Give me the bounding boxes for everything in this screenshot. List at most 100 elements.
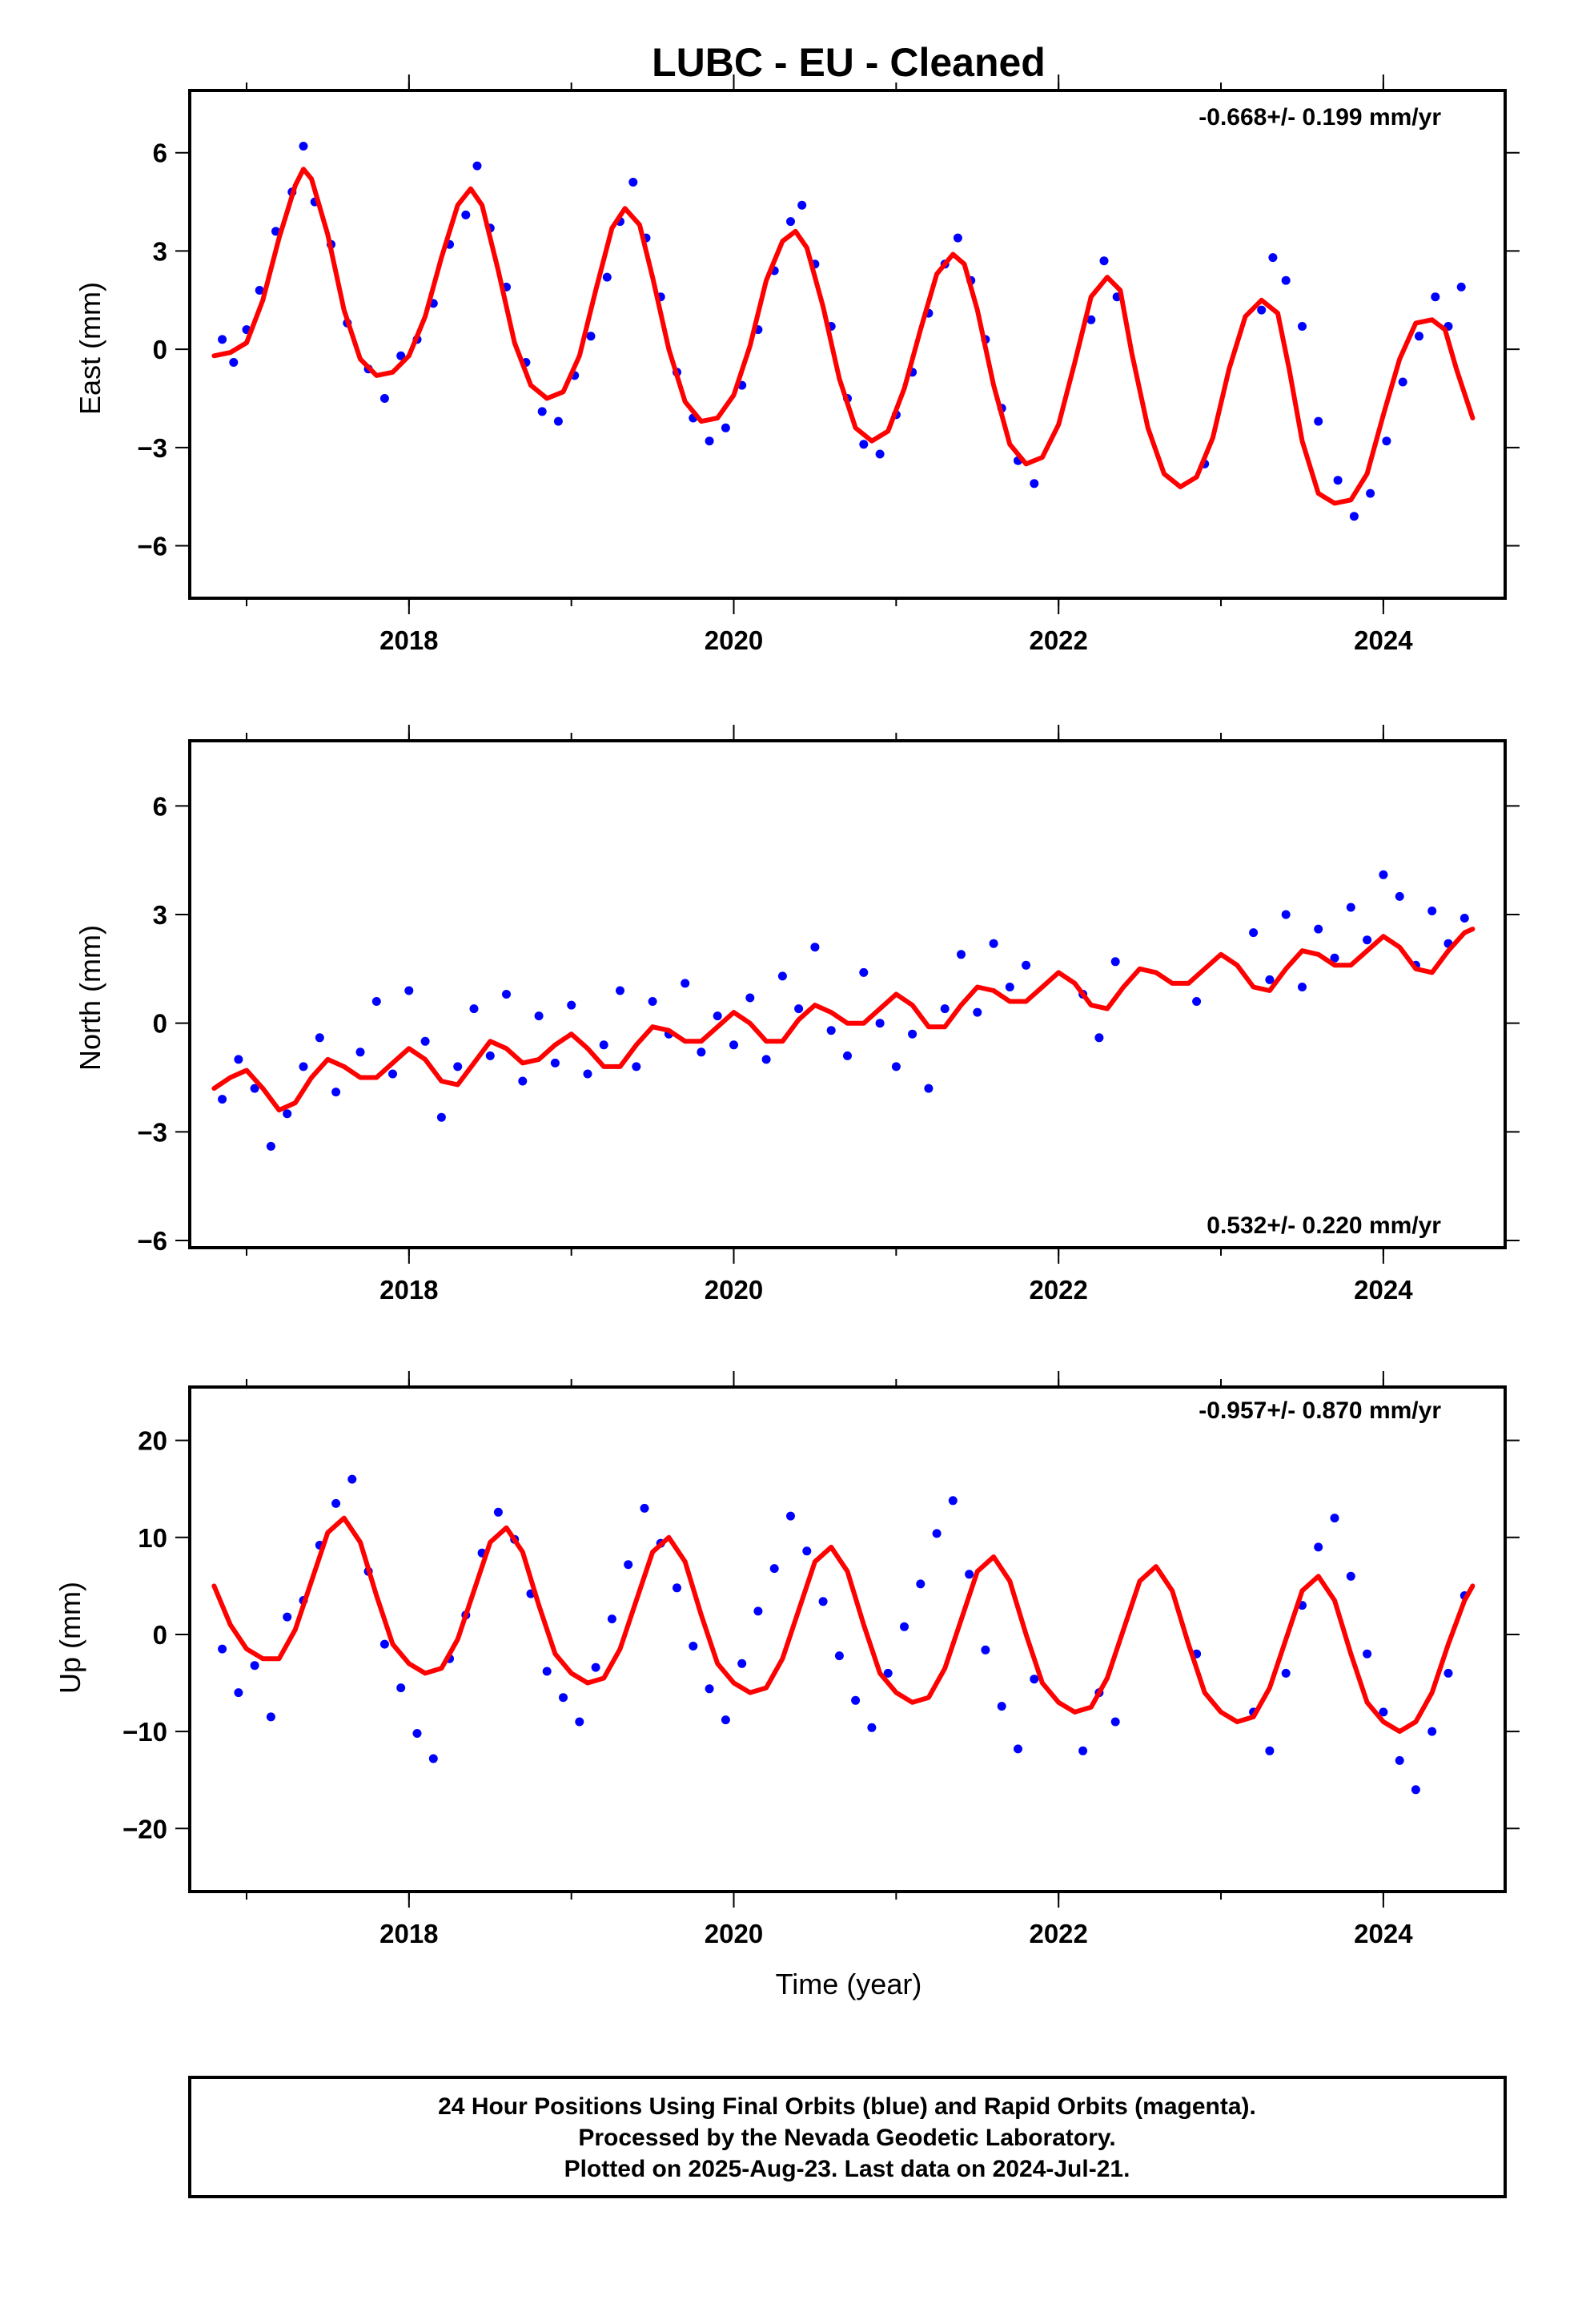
y-tick-label: 20 [138,1426,167,1456]
observation-point [721,1715,730,1725]
observation-point [1379,870,1388,879]
observation-point [591,1663,600,1672]
observation-point [786,1511,795,1521]
north-y-axis-label: North (mm) [74,925,106,1071]
observation-point [1298,322,1307,331]
observation-point [1460,914,1469,923]
observation-point [1265,1746,1275,1755]
observation-point [1431,292,1440,302]
observation-point [794,1004,804,1014]
observation-point [1110,1717,1120,1727]
observation-point [843,1051,852,1060]
observation-point [777,971,787,981]
observation-point [916,1579,926,1589]
observation-point [900,1622,909,1631]
observation-point [1415,332,1423,341]
observation-point [250,1661,259,1671]
observation-point [705,436,714,446]
observation-point [1078,1746,1088,1755]
observation-point [1268,253,1278,263]
observation-point [396,1683,406,1693]
observation-point [810,943,820,952]
observation-point [1395,891,1404,901]
observation-point [1281,1668,1291,1678]
observation-point [493,1507,503,1517]
observation-point [1427,1727,1437,1736]
observation-point [420,1036,430,1046]
observation-point [218,1095,227,1104]
observation-point [883,1668,893,1678]
observation-point [851,1695,861,1705]
observation-point [1014,1744,1022,1754]
y-tick-label: 0 [153,1009,167,1039]
x-tick-label: 2020 [705,625,763,655]
y-tick-label: −20 [122,1814,167,1844]
y-tick-label: 0 [153,1620,167,1650]
observation-point [753,1606,763,1616]
observation-point [542,1667,552,1676]
x-tick-label: 2022 [1029,625,1087,655]
observation-point [981,1645,990,1655]
observation-point [761,1055,771,1064]
observation-point [331,1088,341,1097]
observation-point [1330,1514,1339,1523]
observation-point [802,1546,812,1556]
observation-point [1281,910,1291,919]
observation-point [997,1702,1006,1711]
observation-point [826,1026,836,1035]
observation-point [818,1597,828,1606]
observation-point [697,1047,706,1057]
observation-point [628,178,638,187]
footer-box: 24 Hour Positions Using Final Orbits (bl… [188,2076,1507,2198]
footer-line-3: Plotted on 2025-Aug-23. Last data on 202… [564,2156,1130,2182]
observation-point [1333,476,1343,485]
x-tick-label: 2018 [379,1919,438,1948]
observation-point [266,1141,275,1151]
observation-point [632,1062,641,1072]
observation-point [583,1069,592,1079]
observation-point [1363,935,1372,945]
observation-point [404,986,414,995]
observation-point [1298,983,1307,991]
observation-point [250,1084,259,1093]
observation-point [331,1498,341,1508]
observation-point [1427,907,1437,915]
observation-point [1314,924,1323,934]
observation-point [461,210,471,219]
observation-point [1382,436,1391,446]
observation-point [1443,1668,1453,1678]
figure-title: LUBC - EU - Cleaned [652,40,1046,85]
east-y-axis-label: East (mm) [74,282,106,415]
observation-point [1192,997,1202,1006]
observation-point [689,1642,698,1651]
up-rate-text: -0.957+/- 0.870 mm/yr [1199,1397,1441,1424]
observation-point [1314,1542,1323,1552]
observation-point [388,1069,397,1079]
observation-point [875,449,885,459]
observation-point [469,1004,479,1014]
observation-point [859,440,869,449]
east-plot-area: 2018 2020 2022 2024 6 3 0 −3 −6 [137,74,1520,655]
north-plot-area: 2018 2020 2022 2024 6 3 0 −3 −6 [137,725,1520,1305]
up-plot-area: 2018 2020 2022 2024 20 10 0 −10 −20 [122,1371,1520,1948]
observation-point [721,423,730,432]
observation-point [453,1062,463,1072]
observation-point [729,1040,738,1050]
observation-point [769,1564,779,1574]
observation-point [1349,512,1359,521]
observation-point [283,1109,292,1119]
observation-point [867,1723,877,1732]
observation-point [412,1729,422,1738]
observation-point [586,332,596,341]
observation-point [379,394,389,403]
observation-point [737,1659,747,1668]
observation-point [786,217,795,227]
observation-point [1005,983,1014,991]
observation-point [1363,1649,1372,1659]
observation-point [1411,1785,1420,1795]
observation-point [436,1112,446,1122]
observation-point [932,1529,942,1538]
plot-frame [188,1385,1507,1893]
plot-frame [188,739,1507,1249]
observation-point [745,993,755,1003]
